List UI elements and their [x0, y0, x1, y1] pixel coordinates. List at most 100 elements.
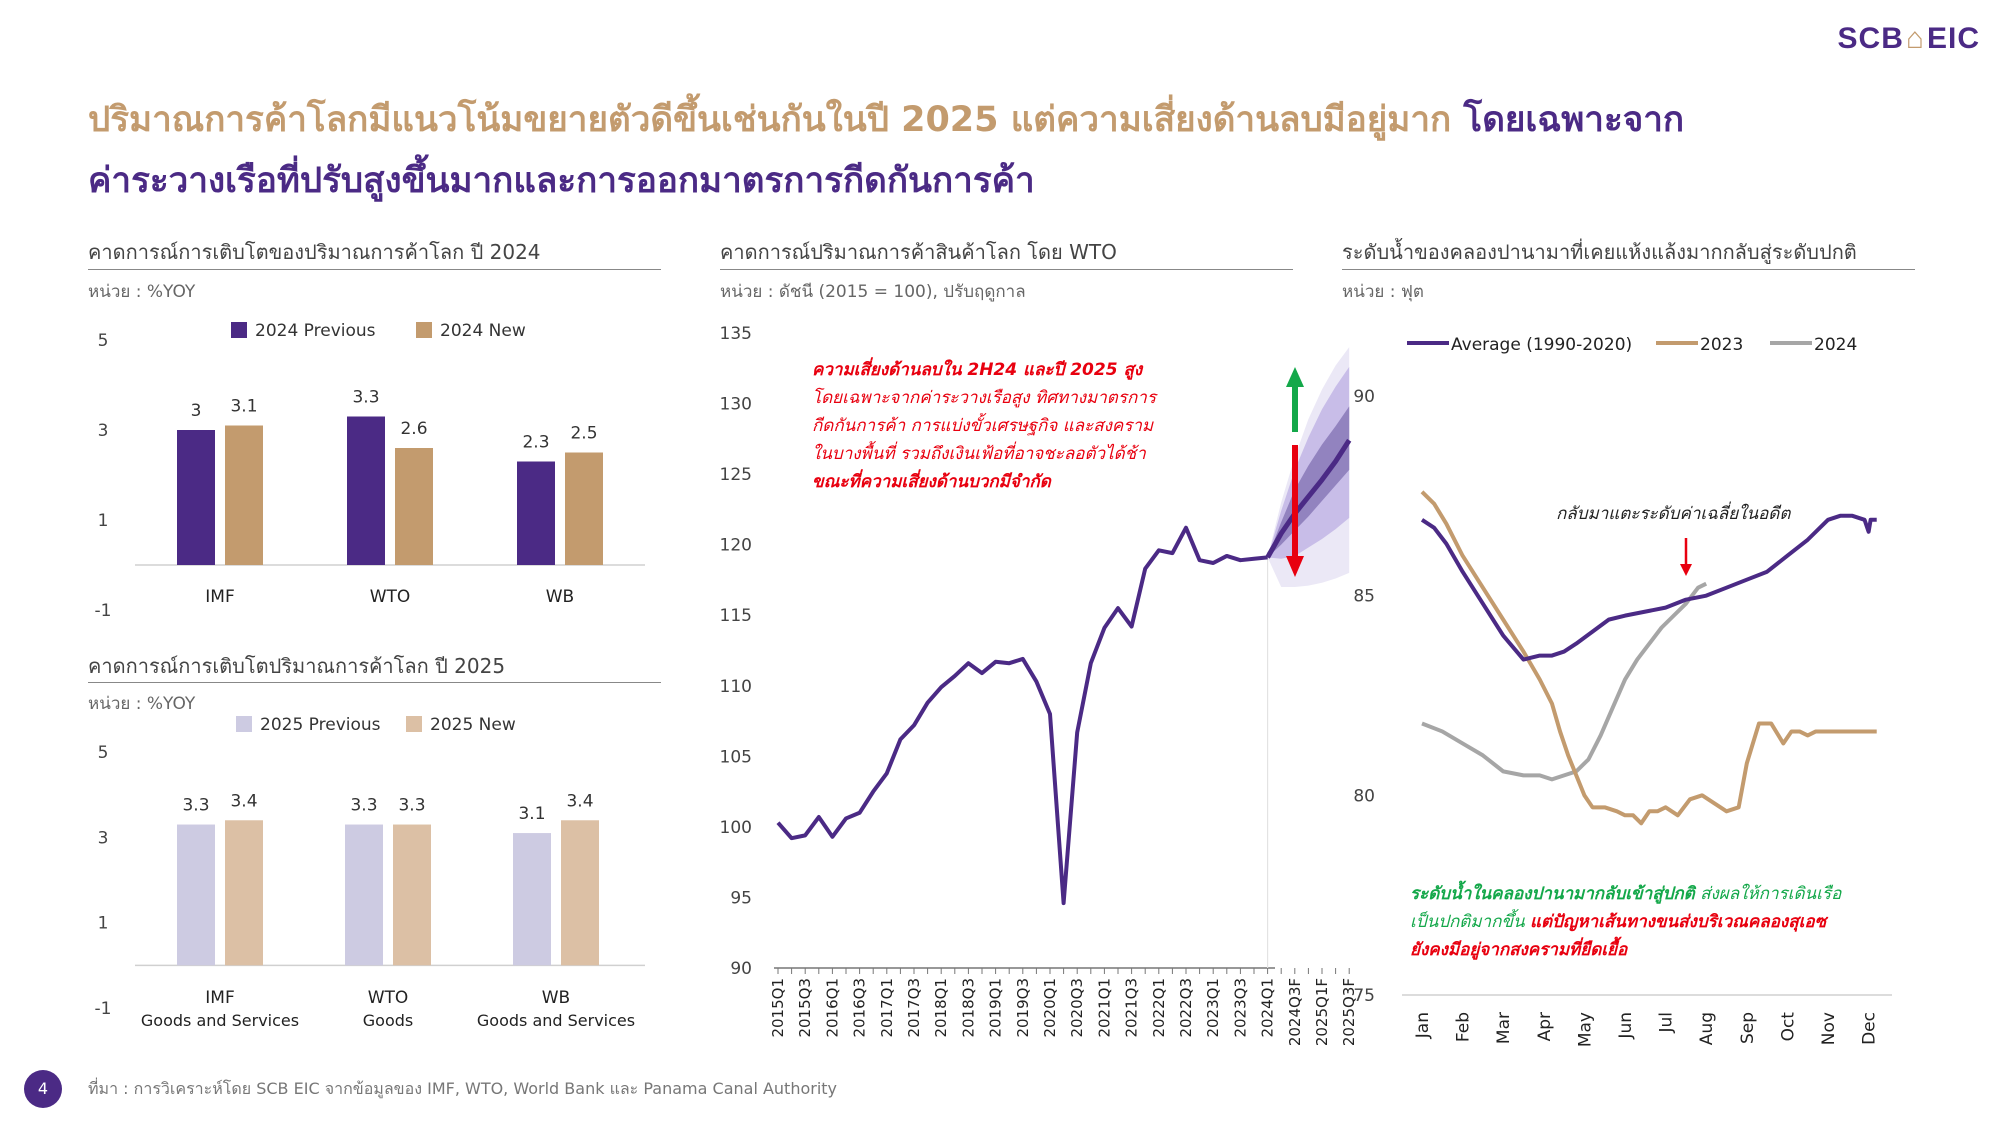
- downside-arrow-head: [1286, 556, 1304, 577]
- g2024-bar: [225, 425, 263, 565]
- source-note: ที่มา : การวิเคราะห์โดย SCB EIC จากข้อมู…: [88, 1079, 838, 1098]
- g2025-category-label: WB: [542, 988, 570, 1008]
- g2024-bar: [177, 430, 215, 565]
- canal-ytick: 80: [1353, 786, 1375, 806]
- g2024-data-label: 2.3: [522, 433, 549, 453]
- canal-x-label: Jan: [1413, 1012, 1433, 1039]
- g2025-ytick: 1: [98, 914, 109, 934]
- canal-note-red1: แต่ปัญหาเส้นทางขนส่งบริเวณคลองสุเอซ: [1530, 912, 1827, 932]
- wto-x-label: 2019Q3: [1014, 978, 1032, 1038]
- g2025-bar: [177, 824, 215, 966]
- wto-index-line: [776, 525, 1268, 906]
- wto-risk-line4: ในบางพื้นที่ รวมถึงเงินเฟ้อที่อาจชะลอตัว…: [812, 444, 1146, 464]
- g2024-category-label: WTO: [370, 587, 411, 607]
- g2025-legend-swatch: [406, 716, 422, 732]
- canal-x-label: Nov: [1819, 1012, 1839, 1045]
- wto-ytick: 125: [720, 465, 752, 485]
- logo-eic-text: EIC: [1926, 22, 1980, 55]
- wto-ytick: 120: [720, 536, 752, 556]
- canal-x-label: May: [1575, 1012, 1595, 1047]
- g2025-legend-swatch: [236, 716, 252, 732]
- logo-scb-text: SCB: [1837, 22, 1904, 55]
- g2025-data-label: 3.1: [518, 804, 545, 824]
- wto-x-label: 2023Q3: [1231, 978, 1249, 1038]
- wto-x-label: 2020Q3: [1068, 978, 1086, 1038]
- g2024-ytick: 5: [98, 331, 109, 351]
- wto-forecast-line: [1265, 438, 1352, 559]
- wto-x-label: 2016Q1: [823, 978, 841, 1038]
- wto-ytick: 115: [720, 606, 752, 626]
- wto-x-label: 2025Q1F: [1313, 978, 1331, 1046]
- wto-x-label: 2025Q3F: [1340, 978, 1358, 1046]
- g2024-legend-label: 2024 Previous: [255, 321, 376, 341]
- unit-2024: หน่วย : %YOY: [88, 282, 196, 302]
- canal-x-label: Sep: [1738, 1012, 1758, 1044]
- g2024-legend-label: 2024 New: [440, 321, 526, 341]
- canal-x-label: Dec: [1860, 1012, 1880, 1045]
- canal-note-green3: เป็นปกติมากขึ้น: [1410, 912, 1531, 932]
- g2024-bar: [395, 448, 433, 565]
- g2025-bar: [345, 824, 383, 966]
- panel-title-2024: คาดการณ์การเติบโตของปริมาณการค้าโลก ปี 2…: [88, 240, 541, 264]
- wto-risk-line5: ขณะที่ความเสี่ยงด้านบวกมีจำกัด: [812, 472, 1051, 492]
- page-number: 4: [24, 1070, 62, 1108]
- g2024-ytick: 3: [98, 421, 109, 441]
- wto-x-label: 2018Q3: [959, 978, 977, 1038]
- scb-eic-logo: SCB⌂EIC: [1838, 22, 1980, 56]
- g2024-data-label: 2.6: [400, 419, 427, 439]
- g2024-ytick: -1: [95, 601, 112, 621]
- house-icon: ⌂: [1905, 22, 1925, 55]
- wto-x-label: 2024Q1: [1259, 978, 1277, 1038]
- canal-note: ระดับน้ำในคลองปานามากลับเข้าสู่ปกติ ส่งผ…: [1410, 880, 1841, 964]
- canal-x-label: Mar: [1494, 1012, 1514, 1044]
- g2024-bar: [347, 416, 385, 565]
- g2024-ytick: 1: [98, 511, 109, 531]
- wto-x-label: 2016Q3: [851, 978, 869, 1038]
- panel-divider-wto: [720, 269, 1293, 270]
- canal-ytick: 75: [1353, 986, 1375, 1006]
- wto-x-label: 2015Q1: [769, 978, 787, 1038]
- g2024-bar: [517, 461, 555, 565]
- page-title-line2: ค่าระวางเรือที่ปรับสูงขึ้นมากและการออกมา…: [88, 161, 1035, 201]
- g2025-bar: [225, 820, 263, 966]
- wto-x-label: 2019Q1: [987, 978, 1005, 1038]
- canal-x-label: Aug: [1697, 1012, 1717, 1045]
- wto-x-label: 2022Q1: [1150, 978, 1168, 1038]
- wto-risk-annotation: ความเสี่ยงด้านลบใน 2H24 และปี 2025 สูง โ…: [812, 356, 1156, 496]
- unit-2025: หน่วย : %YOY: [88, 694, 196, 714]
- unit-wto: หน่วย : ดัชนี (2015 = 100), ปรับฤดูกาล: [720, 282, 1026, 302]
- wto-x-label: 2020Q1: [1041, 978, 1059, 1038]
- g2025-data-label: 3.3: [182, 796, 209, 816]
- g2025-ytick: 5: [98, 743, 109, 763]
- wto-x-label: 2021Q1: [1095, 978, 1113, 1038]
- wto-ytick: 105: [720, 747, 752, 767]
- g2025-ytick: -1: [95, 999, 112, 1019]
- g2024-data-label: 2.5: [570, 424, 597, 444]
- g2025-ytick: 3: [98, 828, 109, 848]
- canal-x-label: Feb: [1454, 1012, 1474, 1042]
- panel-title-wto: คาดการณ์ปริมาณการค้าสินค้าโลก โดย WTO: [720, 240, 1117, 264]
- canal-legend-label: Average (1990-2020): [1451, 335, 1632, 355]
- wto-ytick: 110: [720, 677, 752, 697]
- wto-x-label: 2023Q1: [1204, 978, 1222, 1038]
- g2024-bar: [565, 452, 603, 565]
- title-main-text: ปริมาณการค้าโลกมีแนวโน้มขยายตัวดีขึ้นเช่…: [88, 100, 1452, 140]
- canal-arrow-label: กลับมาแตะระดับค่าเฉลี่ยในอดีต: [1556, 504, 1791, 524]
- wto-ytick: 95: [730, 888, 752, 908]
- g2025-legend-label: 2025 Previous: [260, 715, 381, 735]
- canal-x-label: Apr: [1535, 1012, 1555, 1041]
- g2025-category-label: IMF: [205, 988, 234, 1008]
- g2025-bar: [393, 824, 431, 966]
- canal-legend-label: 2023: [1700, 335, 1743, 355]
- panel-divider-2025: [88, 682, 661, 683]
- wto-x-label: 2021Q3: [1123, 978, 1141, 1038]
- g2024-category-label: WB: [546, 587, 574, 607]
- wto-x-label: 2022Q3: [1177, 978, 1195, 1038]
- canal-series-line: [1421, 581, 1708, 782]
- wto-x-label: 2017Q1: [878, 978, 896, 1038]
- g2025-data-label: 3.3: [398, 796, 425, 816]
- canal-series-line: [1420, 490, 1877, 826]
- panel-title-canal: ระดับน้ำของคลองปานามาที่เคยแห้งแล้งมากกล…: [1342, 240, 1857, 264]
- wto-risk-line1: ความเสี่ยงด้านลบใน 2H24 และปี 2025 สูง: [812, 360, 1143, 380]
